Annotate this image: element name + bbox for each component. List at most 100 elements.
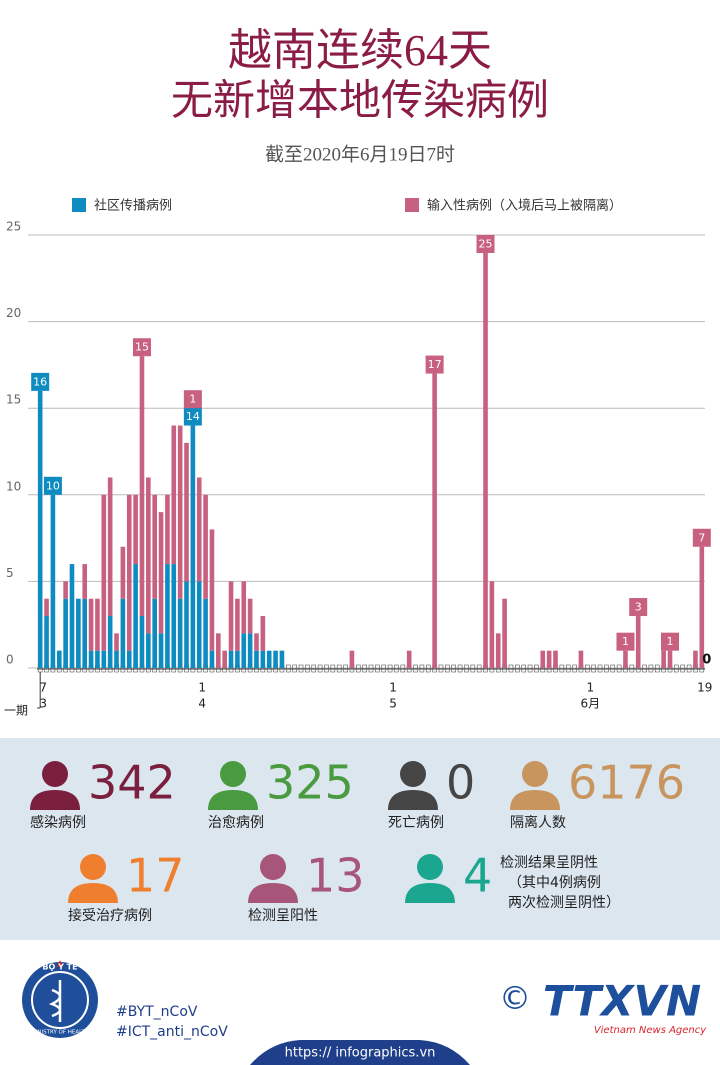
bar: [279, 650, 285, 668]
bar: [82, 564, 88, 599]
bar: [349, 650, 355, 668]
data-label-box: [425, 355, 444, 374]
bar: [82, 598, 88, 668]
bar: [495, 633, 501, 668]
bar: [107, 616, 113, 668]
bar: [260, 650, 266, 668]
start-bracket: [37, 672, 41, 709]
bar: [165, 494, 170, 565]
person-head: [42, 761, 68, 787]
person-head: [260, 854, 286, 880]
x-tick: [292, 664, 297, 673]
x-tick: [521, 664, 526, 673]
x-tick-label: 1: [389, 681, 397, 695]
data-label: 10: [46, 479, 60, 492]
stat-value: 0: [446, 756, 475, 810]
bar: [88, 598, 94, 651]
bar: [139, 356, 145, 617]
x-month-label: 6月: [580, 697, 600, 711]
bar: [152, 494, 157, 599]
url-bar: [250, 1040, 470, 1065]
x-tick-label: 1: [586, 681, 594, 695]
stat-value: 13: [306, 849, 365, 903]
x-tick: [616, 664, 622, 673]
url: https:// infographics.vn: [285, 1046, 436, 1061]
x-tick: [464, 664, 469, 673]
x-tick: [585, 664, 590, 673]
x-tick: [425, 664, 431, 673]
x-month-label: 3: [39, 697, 47, 711]
y-tick-label: 15: [6, 393, 21, 407]
bar: [578, 650, 584, 668]
x-tick: [336, 664, 342, 673]
x-tick: [362, 664, 367, 673]
bar: [203, 494, 208, 599]
bar: [126, 650, 132, 668]
data-label: 1: [622, 635, 629, 648]
x-tick: [305, 664, 310, 673]
bar: [184, 581, 189, 668]
bar: [120, 546, 126, 599]
x-tick: [368, 664, 374, 673]
stat-label: 隔离人数: [510, 814, 566, 831]
bar: [114, 633, 119, 651]
logo: [22, 960, 98, 1038]
bar: [177, 425, 183, 599]
bar: [209, 529, 215, 651]
bar: [139, 616, 145, 668]
x-month-label: 5: [389, 697, 397, 711]
y-tick-label: 20: [6, 306, 21, 320]
x-tick: [559, 664, 565, 673]
bar: [235, 598, 240, 651]
bar: [165, 564, 170, 668]
x-tick: [572, 664, 577, 673]
data-label: 1: [189, 393, 196, 406]
data-label: 14: [186, 410, 200, 423]
bar: [133, 564, 138, 668]
bar: [254, 633, 259, 651]
data-label: 3: [635, 601, 642, 614]
x-tick-label: 1: [198, 681, 206, 695]
subtitle: 截至2020年6月19日7时: [265, 143, 455, 165]
x-tick: [508, 664, 514, 673]
bar: [661, 650, 666, 668]
person-body: [510, 790, 560, 810]
bar: [196, 581, 202, 668]
x-tick: [629, 664, 635, 673]
x-tick: [610, 664, 616, 673]
x-tick: [375, 664, 380, 673]
x-tick: [324, 664, 329, 673]
data-label: 16: [33, 375, 47, 388]
bar: [190, 425, 196, 668]
title: 无新增本地传染病例: [171, 79, 549, 125]
bar: [171, 564, 177, 668]
stat-label: 死亡病例: [388, 815, 444, 831]
bar: [95, 598, 100, 651]
stat-label: 感染病例: [30, 814, 86, 831]
x-tick: [604, 664, 609, 673]
x-tick: [654, 664, 660, 673]
logo-text: MINISTRY OF HEALTH: [31, 1030, 89, 1036]
title: 越南连续64天: [228, 26, 492, 75]
bar: [247, 598, 253, 634]
bar: [667, 650, 673, 668]
x-tick-label: 7: [39, 681, 47, 695]
bar: [50, 494, 56, 668]
bar: [126, 494, 132, 651]
x-tick: [317, 664, 323, 673]
x-tick: [648, 664, 654, 673]
stat-label: 治愈病例: [208, 815, 264, 831]
stat-label: 检测结果呈阴性: [500, 855, 598, 871]
person-head: [522, 761, 548, 787]
data-label: 7: [698, 531, 705, 544]
x-tick-label: 19: [697, 681, 712, 695]
x-tick: [680, 664, 686, 673]
y-tick-label: 5: [6, 566, 14, 580]
data-label: 25: [479, 238, 493, 251]
bar: [241, 633, 247, 668]
stat-label: 接受治疗病例: [68, 907, 152, 924]
x-tick: [476, 664, 482, 673]
y-tick-label: 25: [6, 220, 21, 234]
bar: [95, 650, 100, 668]
